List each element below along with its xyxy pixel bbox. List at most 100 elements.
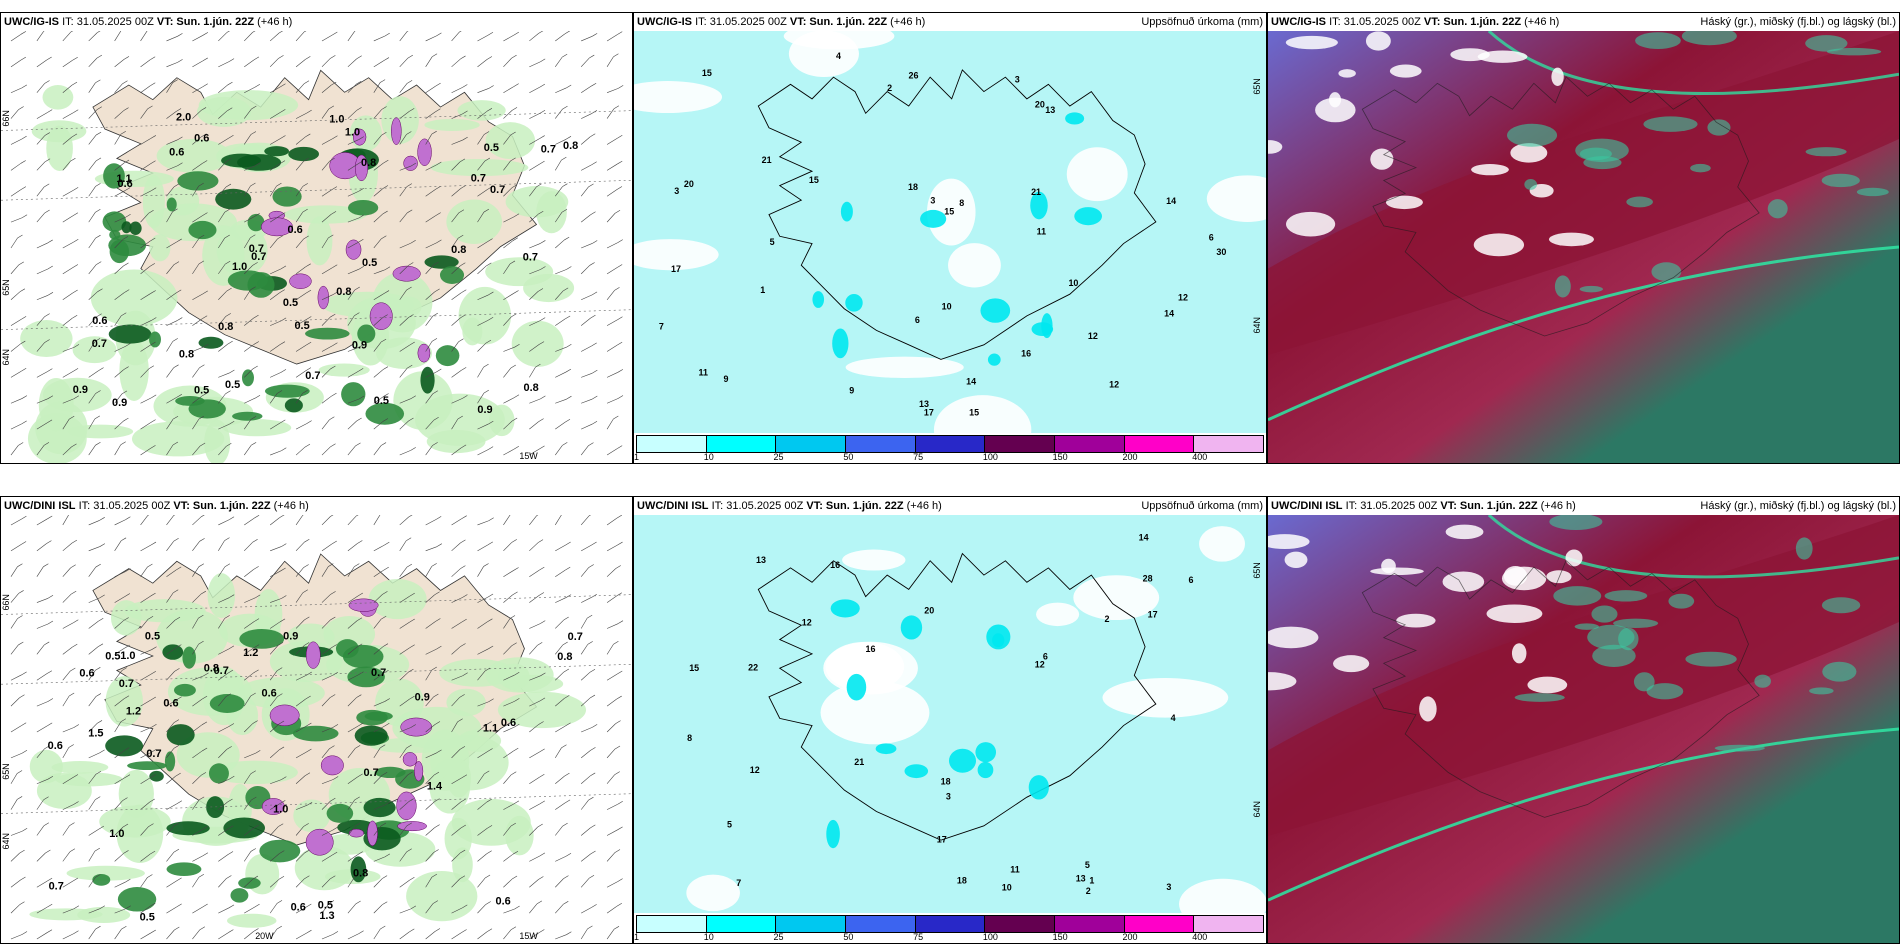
wind-barb (606, 544, 618, 552)
wind-barb (347, 217, 360, 223)
wind-barb (62, 567, 71, 577)
wind-barb (321, 934, 334, 940)
wind-barb (425, 111, 436, 119)
wind-barb (192, 163, 203, 171)
wind-barb-flag (487, 186, 493, 190)
wind-barb (36, 799, 44, 810)
wind-barb (321, 395, 332, 404)
wind-barb-flag (358, 136, 364, 140)
precip-amount-label: 18 (941, 777, 951, 787)
precip-area (254, 589, 283, 641)
wind-barb-flag (408, 668, 414, 673)
wind-barb (166, 699, 177, 707)
wind-barb (555, 422, 566, 430)
wind-barb (88, 186, 96, 197)
precip-area (323, 616, 376, 653)
wind-barb (62, 908, 75, 914)
wind-barb (477, 88, 489, 93)
wind-barb (477, 801, 487, 810)
wind-barb-flag (73, 109, 79, 113)
wind-barb (529, 645, 538, 655)
wind-barb (114, 777, 126, 785)
wind-barb (529, 623, 541, 629)
wind-barb (10, 237, 18, 249)
wind-barb-flag (99, 749, 105, 754)
wind-barb (10, 752, 23, 759)
wind-barb (88, 670, 96, 681)
wind-barb-flag (226, 31, 230, 33)
wind-barb-flag (329, 745, 335, 749)
wind-barb (347, 697, 357, 707)
wind-barb (477, 751, 488, 759)
wind-barb-flag (510, 822, 516, 827)
wind-barb (555, 698, 565, 707)
high-cloud-patch (1268, 534, 1310, 550)
wind-barb (399, 595, 410, 603)
wind-barb (347, 903, 356, 914)
wind-map[interactable]: 66N 64N 65N 15W 0.6 0.7 0.7 0.9 0.7 0.6 0.5 0.5 0.8 0… (1, 31, 632, 463)
cloud-map[interactable] (1268, 515, 1899, 943)
wind-barb-flag (330, 211, 337, 215)
high-cloud-patch (1370, 567, 1424, 576)
wind-barb (88, 774, 97, 784)
wind-barb-flag (483, 208, 490, 213)
wind-barb (606, 774, 615, 784)
wind-barb (62, 190, 74, 197)
wind-barb (218, 519, 230, 526)
wind-barb (606, 517, 618, 526)
wind-barb (269, 749, 280, 759)
wind-barb-flag (122, 80, 128, 84)
wind-barb (477, 724, 487, 733)
precip-area (511, 320, 564, 367)
precip-value-label: 0.7 (490, 184, 505, 196)
wind-barb-flag (355, 442, 361, 447)
wind-barb (88, 752, 100, 759)
low-cloud-patch (1685, 651, 1737, 667)
precip-core (357, 324, 376, 344)
wind-barb (166, 851, 175, 862)
wind-barb-flag (47, 239, 53, 244)
wind-barb (114, 647, 125, 655)
wind-barb (88, 393, 96, 404)
wind-barb (244, 569, 254, 577)
wind-barb-flag (457, 415, 463, 420)
no-precip-area (825, 641, 905, 692)
cloud-map[interactable] (1268, 31, 1899, 463)
wind-barb-flag (280, 419, 286, 424)
wind-barb-flag (147, 563, 153, 568)
wind-barb (373, 421, 384, 430)
wind-barb (555, 644, 563, 655)
wind-barb (451, 212, 460, 223)
wind-barb-flag (123, 417, 129, 422)
wind-barb-flag (331, 81, 337, 86)
wind-barb (36, 725, 48, 733)
wind-barb-flag (97, 288, 103, 292)
precip-core (108, 324, 152, 344)
wind-barb (399, 134, 407, 145)
wind-barb (425, 752, 437, 759)
colorbar-tick: 25 (773, 452, 784, 462)
wind-barb-flag (200, 515, 205, 518)
wind-barb-flag (150, 592, 156, 597)
wind-barb-flag (122, 797, 128, 801)
wind-barb-flag (562, 53, 568, 58)
precip-map[interactable]: 65N 64N 3 2 3 7 6 9 10 15 11 15 21 17 18 14 8 9 11 12 13 14 10… (634, 31, 1266, 433)
wind-barb-flag (198, 614, 204, 619)
wind-barb-flag (173, 589, 179, 593)
wind-barb (114, 239, 124, 249)
wind-barb-flag (564, 31, 570, 35)
wind-barb-flag (17, 615, 23, 619)
precip-core (182, 646, 196, 669)
wind-barb (373, 726, 385, 733)
wind-barb-flag (488, 291, 494, 296)
wind-barb-flag (460, 444, 467, 449)
graticule-line (1, 110, 632, 131)
wind-barb-flag (276, 390, 283, 394)
wind-barb-flag (120, 441, 126, 446)
wind-barb-flag (332, 826, 338, 831)
precip-map[interactable]: 65N 64N 7 5 2 3 4 6 13 16 14 21 18 17 13 11 16 12 15 18 20 22… (634, 515, 1266, 913)
wind-map[interactable]: 66N 64N 65N 20W 15W 1.3 0.6 0.7 0.5 1.4 0.6 0.7 0.5 1… (1, 515, 632, 943)
wind-barb-flag (302, 390, 308, 394)
wind-barb (166, 515, 174, 526)
no-precip-area (1066, 147, 1128, 202)
